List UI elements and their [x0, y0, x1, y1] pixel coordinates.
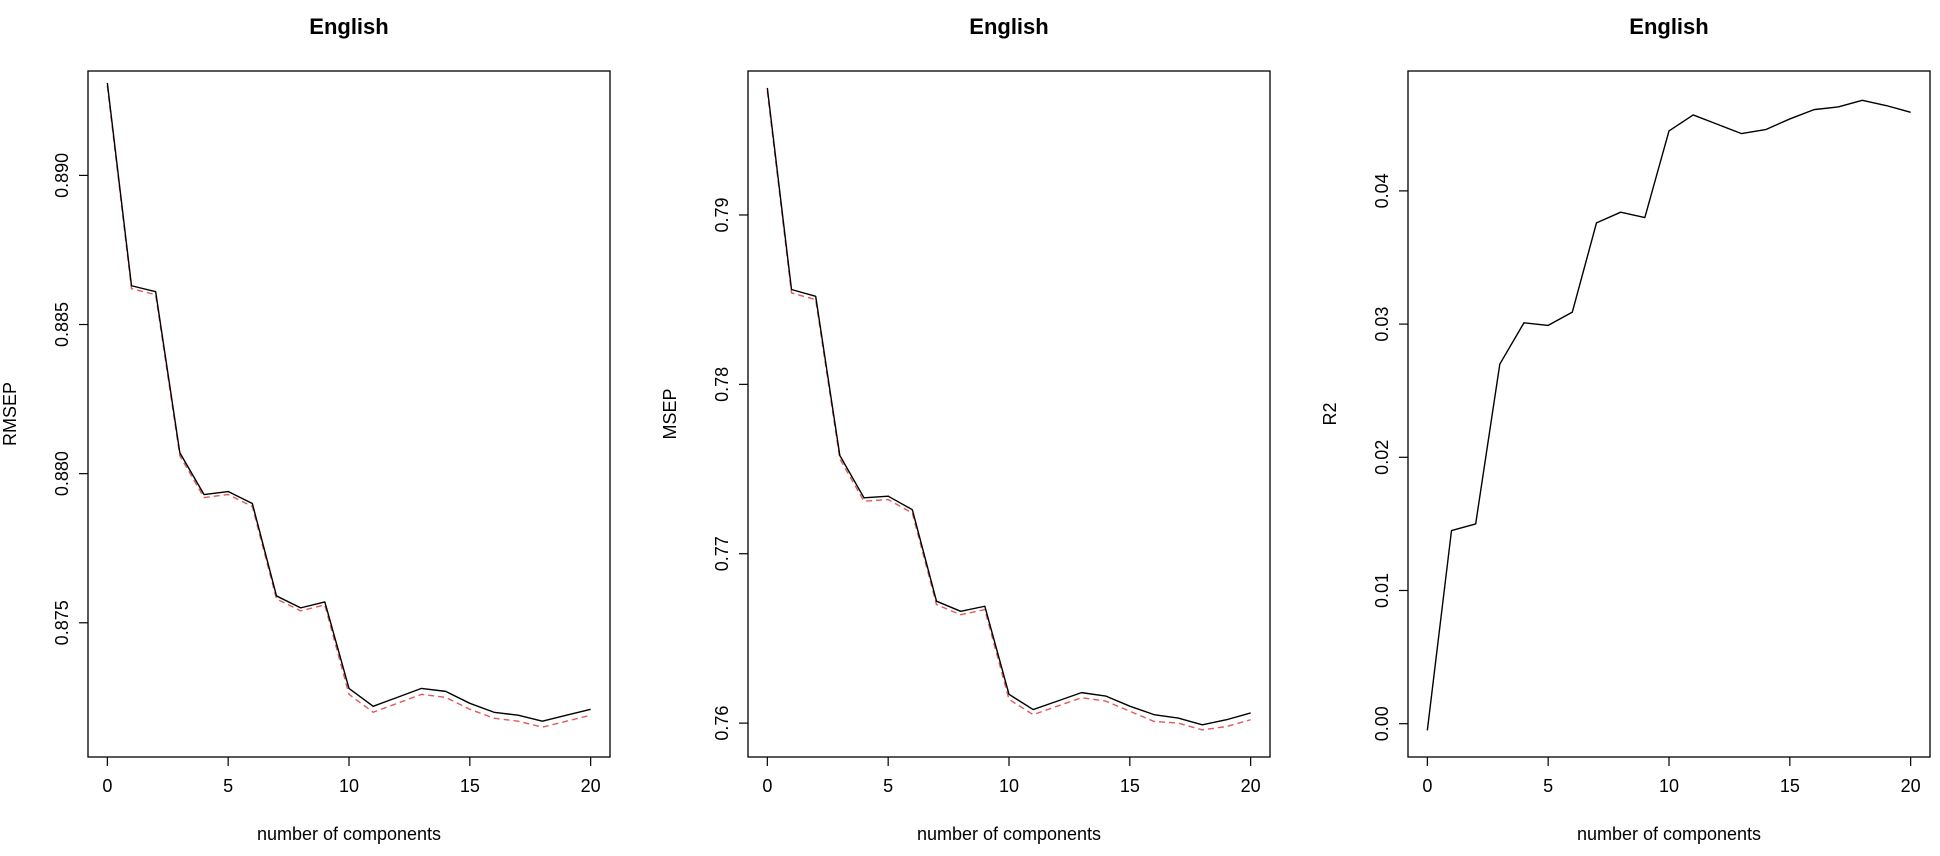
x-tick-label: 10 [339, 776, 359, 796]
x-tick-label: 10 [1659, 776, 1679, 796]
chart-title: English [309, 14, 388, 39]
y-axis-label: RMSEP [0, 382, 20, 446]
series-line-solid [106, 82, 591, 722]
x-tick-label: 5 [883, 776, 893, 796]
y-tick-label: 0.78 [712, 367, 732, 402]
x-tick-label: 5 [1543, 776, 1553, 796]
x-tick-label: 0 [1422, 776, 1432, 796]
chart-title: English [1629, 14, 1708, 39]
y-tick-label: 0.880 [52, 451, 72, 496]
x-tick-label: 20 [1241, 776, 1261, 796]
y-tick-label: 0.890 [52, 153, 72, 198]
y-tick-label: 0.01 [1372, 573, 1392, 608]
x-tick-label: 15 [1780, 776, 1800, 796]
x-tick-label: 15 [1120, 776, 1140, 796]
series-line-solid [1426, 99, 1911, 731]
x-axis-label: number of components [1577, 824, 1761, 844]
x-axis-label: number of components [257, 824, 441, 844]
series-line-dashed [766, 91, 1251, 731]
y-axis-label: MSEP [660, 388, 680, 439]
y-tick-label: 0.04 [1372, 173, 1392, 208]
plot-frame [1407, 70, 1931, 758]
y-tick-label: 0.77 [712, 536, 732, 571]
series-line-solid [766, 87, 1251, 726]
plot-frame [87, 70, 611, 758]
y-tick-label: 0.00 [1372, 706, 1392, 741]
x-tick-label: 5 [223, 776, 233, 796]
x-axis-label: number of components [917, 824, 1101, 844]
y-tick-label: 0.76 [712, 706, 732, 741]
chart-panel-1: English number of components RMSEP 0 5 10 15 20… [0, 14, 611, 844]
y-tick-label: 0.875 [52, 600, 72, 645]
x-tick-label: 10 [999, 776, 1019, 796]
x-tick-label: 0 [762, 776, 772, 796]
x-tick-label: 20 [1901, 776, 1921, 796]
chart-title: English [969, 14, 1048, 39]
plot-frame [747, 70, 1271, 758]
chart-panel-2: English number of components MSEP 0 5 10 15 20 0… [660, 14, 1271, 844]
y-tick-label: 0.03 [1372, 307, 1392, 342]
y-axis-label: R2 [1320, 402, 1340, 425]
x-tick-label: 15 [460, 776, 480, 796]
chart-panel-3: English number of components R2 0 5 10 15 20 0.0… [1320, 14, 1931, 844]
y-tick-label: 0.02 [1372, 440, 1392, 475]
x-tick-label: 0 [102, 776, 112, 796]
y-tick-label: 0.885 [52, 302, 72, 347]
x-tick-label: 20 [581, 776, 601, 796]
y-tick-label: 0.79 [712, 197, 732, 232]
series-line-dashed [106, 85, 591, 728]
